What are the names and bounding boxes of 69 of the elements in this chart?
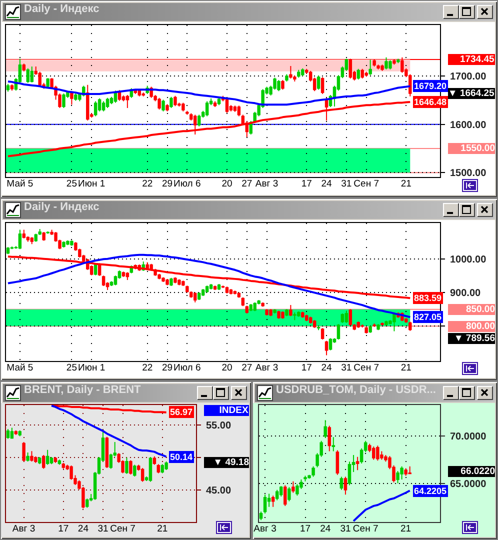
x-tick-label: 21 [400,523,412,534]
y-tick-label: 900.00 [450,288,482,300]
x-tick-label: Июн 1 [78,362,106,374]
x-tick-label: 17 [301,362,312,374]
x-tick-label: Сен 7 [354,178,380,190]
x-tick-label: 21 [400,362,412,374]
x-tick-label: 17 [300,523,311,534]
x-tick-label: 24 [321,362,332,374]
x-tick-label: 20 [222,178,232,190]
chart-title: Daily - Индекс [24,201,100,213]
x-tick-label: 24 [320,523,331,534]
y-tick-label: 1500.00 [450,168,487,180]
data-label: 883.59 [414,293,442,303]
x-tick-label: 20 [222,362,232,374]
data-label: 64.2205 [414,486,447,496]
data-label: 50.14 [170,452,193,462]
y-tick-label: 55.00 [206,420,232,432]
ref-line-label: 800.00 [466,321,495,332]
x-tick-label: 31 [340,523,351,534]
chart-title: Daily - Индекс [24,3,100,15]
x-tick-label: Июн 1 [78,178,106,190]
x-tick-label: Май 5 [6,362,34,374]
ref-line-label: 850.00 [466,304,495,315]
data-label: 1646.48 [414,97,447,107]
x-tick-label: 29 [162,362,173,374]
x-tick-label: Авг 3 [254,523,276,534]
x-tick-label: 27 [242,178,252,190]
x-tick-label: 21 [400,178,412,190]
text: INDEX [219,405,249,416]
text: ▼ 789.56 [454,333,495,344]
x-tick-label: 17 [301,178,312,190]
x-tick-label: 27 [242,362,252,374]
x-tick-label: 22 [142,362,153,374]
x-tick-label: 24 [78,523,88,534]
ref-line-label: 1550.00 [460,143,495,154]
x-tick-label: 17 [58,523,69,534]
data-label: 827.05 [414,312,442,322]
x-tick-label: 21 [157,523,168,534]
x-tick-label: Май 5 [6,178,34,190]
x-tick-label: 29 [162,178,173,190]
text: ▼ 1664.25 [448,88,495,99]
text: 66.0220 [460,466,495,477]
x-tick-label: 25 [66,178,77,190]
data-label: 1679.20 [414,81,447,91]
x-tick-label: Авг 3 [255,362,278,374]
chart-title: USDRUB_TOM, Daily - USDR... [276,384,436,396]
data-label: 56.97 [170,407,193,417]
x-tick-label: Сен 7 [354,362,380,374]
y-tick-label: 1700.00 [450,72,487,83]
x-tick-label: Июл 6 [174,178,201,190]
x-tick-label: 31 [341,362,352,374]
y-tick-label: 45.00 [206,486,232,497]
x-tick-label: 31 [341,178,352,190]
x-tick-label: Сен 7 [352,523,378,534]
ref-line-label: 1734.45 [460,54,495,65]
x-tick-label: 25 [66,362,77,374]
x-tick-label: 24 [321,178,332,190]
x-tick-label: Авг 3 [12,523,36,534]
y-tick-label: 65.0000 [450,478,487,490]
x-tick-label: 31 [98,523,108,534]
chart-title: BRENT, Daily - BRENT [24,384,141,396]
y-tick-label: 1000.00 [450,254,487,266]
x-tick-label: Июл 6 [174,362,201,374]
x-tick-label: 22 [142,178,153,190]
x-tick-label: Сен 7 [110,523,136,534]
y-tick-label: 70.0000 [450,432,487,443]
y-tick-label: 1600.00 [450,120,487,131]
x-tick-label: Авг 3 [255,178,278,190]
text: ▼ 49.18 [213,457,249,468]
